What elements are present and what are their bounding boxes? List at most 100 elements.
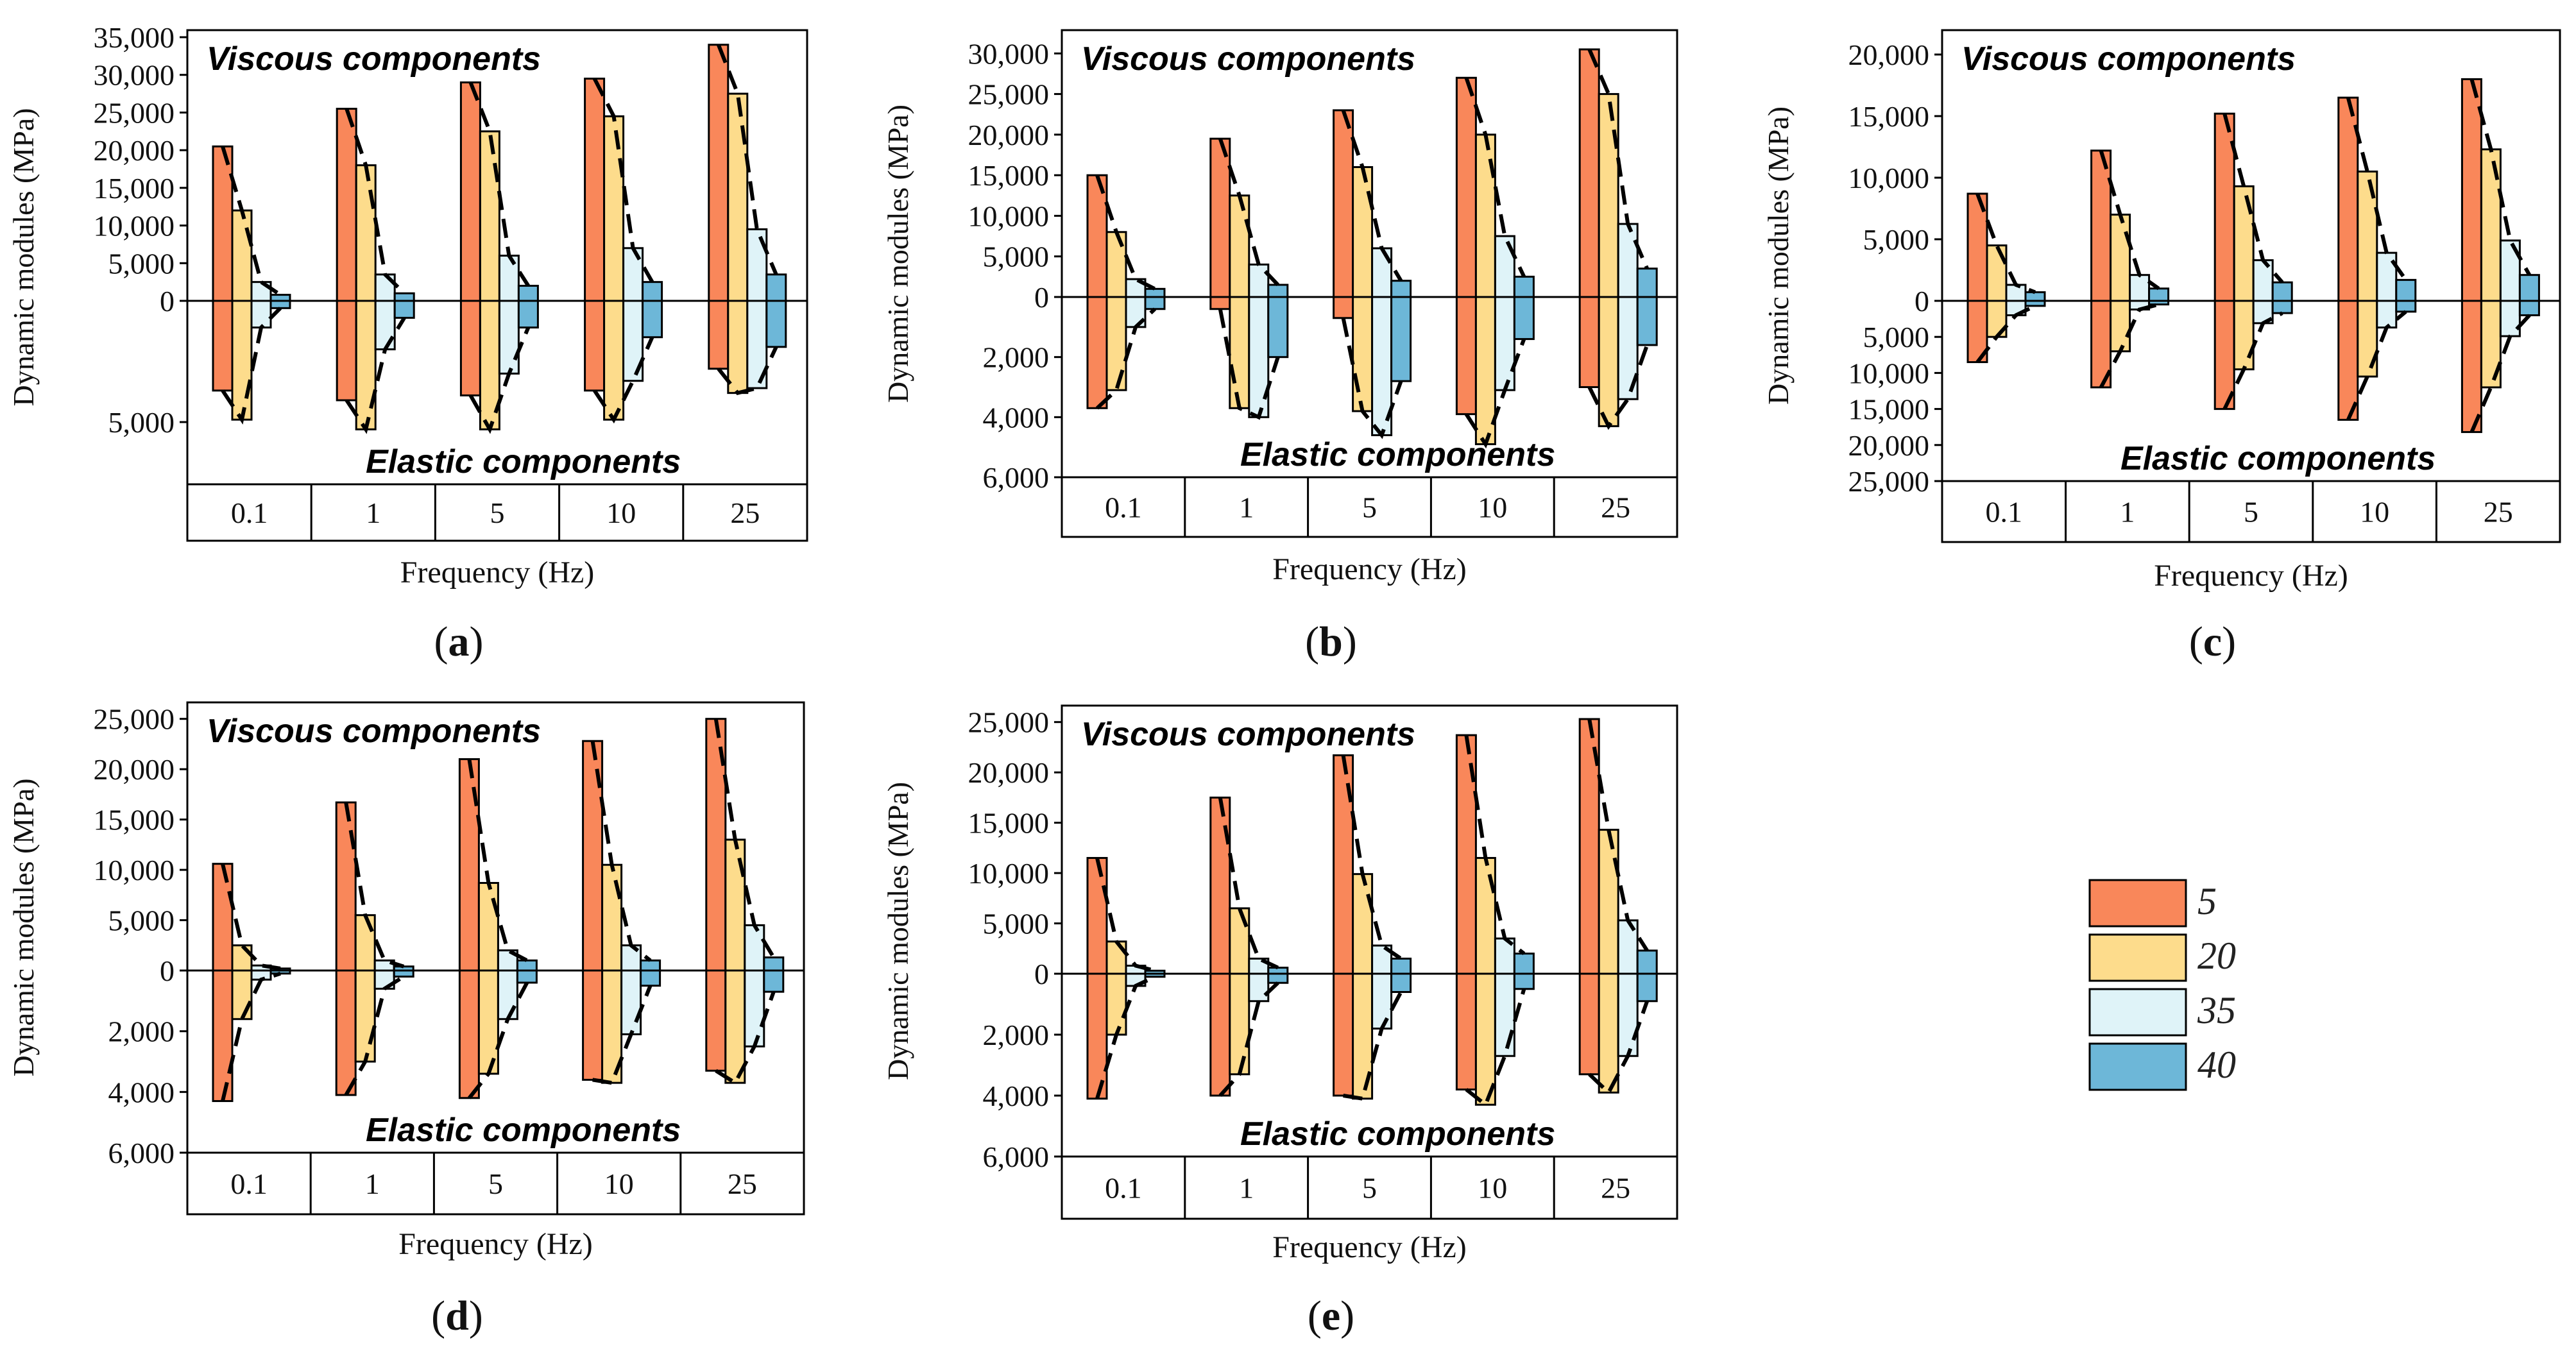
- category-label: 0.1: [1105, 1172, 1142, 1205]
- y-tick-label: 2,000: [108, 1015, 175, 1048]
- trend-line-elastic: [221, 307, 282, 425]
- bar: [477, 881, 499, 1075]
- y-tick-label: 0: [1034, 281, 1049, 314]
- bar: [1455, 734, 1477, 1090]
- x-axis-title: Frequency (Hz): [398, 1227, 593, 1261]
- x-axis-title: Frequency (Hz): [1272, 552, 1467, 586]
- bar: [2461, 78, 2482, 434]
- trend-line-viscous: [1095, 857, 1156, 973]
- bar: [2480, 148, 2502, 389]
- y-tick-label: 25,000: [94, 96, 175, 129]
- panel-caption: (c): [2189, 618, 2236, 665]
- y-tick-label: 10,000: [94, 210, 175, 242]
- y-tick-label: 20,000: [94, 134, 175, 167]
- bar: [708, 44, 729, 370]
- trend-line-viscous: [2469, 78, 2532, 276]
- trend-line-elastic: [1464, 338, 1526, 449]
- y-tick-label: 20,000: [968, 756, 1050, 789]
- elastic-label: Elastic components: [366, 1112, 681, 1149]
- trend-line-elastic: [1588, 1000, 1650, 1096]
- category-row: [186, 1151, 805, 1216]
- bar: [1267, 967, 1289, 984]
- bar: [1578, 718, 1600, 1076]
- panel-caption: (d): [431, 1293, 483, 1339]
- y-tick-label: 15,000: [1848, 393, 1930, 426]
- bar: [746, 228, 768, 389]
- bar: [2252, 259, 2274, 325]
- y-tick-label: 20,000: [968, 119, 1050, 151]
- trend-line-viscous: [1587, 48, 1649, 269]
- y-tick-label: 6,000: [983, 461, 1050, 494]
- bar: [516, 959, 538, 984]
- trend-line-elastic: [2469, 314, 2531, 433]
- bar: [1105, 231, 1127, 391]
- y-tick-label: 0: [160, 285, 175, 318]
- bar: [1229, 907, 1250, 1076]
- bar: [2395, 278, 2417, 313]
- category-label: 5: [1362, 491, 1377, 524]
- y-axis-title: Dynamic modules (MPa): [7, 778, 40, 1076]
- y-tick-label: 30,000: [968, 37, 1050, 70]
- bar: [763, 956, 785, 993]
- chart-panel: 0.1 1 5 10 25 0 5,000 10,000 15,000 20,000 25,000 2…: [7, 701, 805, 1339]
- trend-line-elastic: [1587, 344, 1650, 430]
- viscous-label: Viscous components: [1081, 40, 1415, 78]
- y-tick-label: 6,000: [983, 1140, 1050, 1173]
- bar: [517, 285, 539, 329]
- category-label: 5: [2244, 496, 2258, 529]
- bar: [2148, 287, 2170, 306]
- bar: [1494, 235, 1515, 391]
- y-axis-title: Dynamic modules (MPa): [882, 105, 914, 403]
- trend-line-elastic: [1218, 981, 1279, 1098]
- bar: [1513, 275, 1535, 341]
- bar: [1248, 263, 1270, 418]
- y-tick-label: 20,000: [94, 753, 175, 786]
- trend-line-elastic: [1465, 988, 1526, 1108]
- category-label: 0.1: [230, 1167, 268, 1200]
- bar: [642, 281, 663, 339]
- category-label: 25: [2484, 496, 2513, 529]
- y-tick-label: 25,000: [1848, 465, 1930, 498]
- panel-caption: (b): [1305, 618, 1357, 665]
- y-tick-label: 4,000: [108, 1076, 175, 1108]
- bar: [1144, 287, 1166, 310]
- trend-line-viscous: [345, 108, 406, 295]
- category-row: [186, 483, 808, 542]
- category-label: 1: [1239, 491, 1254, 524]
- category-label: 10: [1478, 491, 1507, 524]
- trend-line-viscous: [1464, 734, 1526, 955]
- bar: [1474, 133, 1496, 445]
- viscous-label: Viscous components: [207, 713, 541, 750]
- category-label: 25: [730, 496, 760, 529]
- bar: [1455, 76, 1477, 416]
- trend-line-elastic: [1218, 309, 1280, 420]
- trend-line-elastic: [468, 981, 529, 1099]
- trend-line-viscous: [1218, 797, 1279, 970]
- bar: [1086, 857, 1108, 1100]
- y-tick-label: 2,000: [983, 341, 1050, 374]
- y-tick-label: 15,000: [1848, 100, 1930, 133]
- y-tick-label: 30,000: [94, 59, 175, 92]
- category-label: 10: [606, 496, 636, 529]
- bar: [250, 281, 272, 329]
- viscous-label: Viscous components: [1961, 40, 2296, 78]
- trend-line-elastic: [1341, 318, 1403, 439]
- category-label: 0.1: [1986, 496, 2023, 529]
- trend-line-elastic: [715, 991, 776, 1086]
- bar: [212, 145, 234, 392]
- trend-line-viscous: [344, 802, 405, 969]
- category-label: 10: [1478, 1172, 1507, 1205]
- y-tick-label: 5,000: [1863, 223, 1930, 256]
- bar: [1209, 796, 1231, 1097]
- category-label: 5: [1362, 1172, 1377, 1205]
- legend-label: 35: [2197, 989, 2236, 1031]
- trend-line-viscous: [1341, 109, 1403, 282]
- category-row: [1061, 476, 1678, 538]
- y-tick-label: 0: [160, 954, 175, 987]
- bar: [1636, 267, 1658, 346]
- trend-line-viscous: [1587, 718, 1649, 952]
- trend-line-viscous: [1341, 755, 1403, 960]
- legend-swatch: [2088, 879, 2187, 928]
- category-row: [1941, 480, 2561, 543]
- trend-line-elastic: [593, 336, 654, 424]
